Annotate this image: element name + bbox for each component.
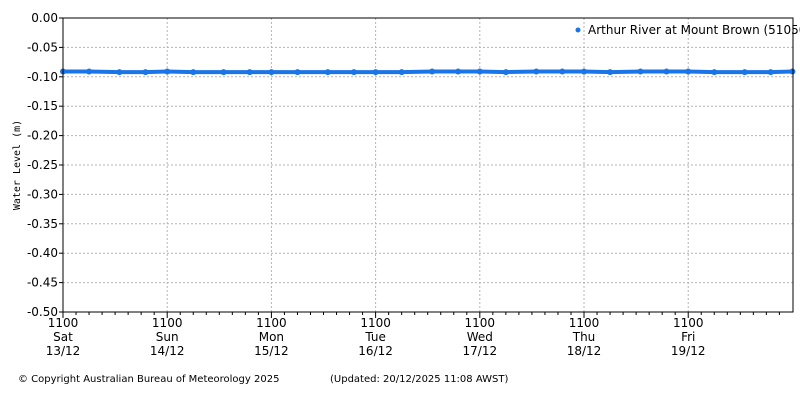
data-point [711,69,718,76]
x-tick-label: 1100 [673,316,704,330]
y-tick-label: -0.15 [27,99,58,113]
x-axis-ticks: 1100Sat13/121100Sun14/121100Mon15/121100… [46,312,706,358]
legend: Arthur River at Mount Brown (510501) [575,23,800,37]
x-tick-label: 19/12 [671,344,706,358]
y-tick-label: -0.25 [27,158,58,172]
y-tick-label: -0.45 [27,276,58,290]
series-line [63,69,793,75]
copyright-text: © Copyright Australian Bureau of Meteoro… [18,374,280,385]
updated-text: (Updated: 20/12/2025 11:08 AWST) [330,374,509,385]
data-point [220,69,227,76]
x-tick-label: 1100 [569,316,600,330]
data-point [607,69,614,76]
data-point [324,69,331,76]
data-series [60,68,796,76]
x-tick-label: Sun [156,330,179,344]
data-point [685,68,692,75]
data-point [502,69,509,76]
x-tick-label: Thu [572,330,596,344]
x-tick-label: 18/12 [567,344,602,358]
x-tick-label: Mon [259,330,284,344]
data-point [789,68,796,75]
x-tick-label: 1100 [256,316,287,330]
data-point [533,68,540,75]
data-point [429,68,436,75]
x-tick-label: Tue [364,330,386,344]
data-point [86,68,93,75]
y-axis-label: Water Level (m) [12,120,23,210]
x-tick-label: Fri [681,330,695,344]
data-point [476,68,483,75]
y-tick-label: -0.35 [27,217,58,231]
data-point [268,69,275,76]
y-tick-label: -0.20 [27,129,58,143]
y-tick-label: -0.05 [27,40,58,54]
data-point [767,69,774,76]
data-point [294,69,301,76]
x-tick-label: 15/12 [254,344,289,358]
x-tick-label: 1100 [465,316,496,330]
data-point [559,68,566,75]
data-point [246,69,253,76]
data-point [142,69,149,76]
data-point [637,68,644,75]
y-tick-label: -0.10 [27,70,58,84]
data-point [398,69,405,76]
x-tick-label: Wed [467,330,493,344]
x-tick-label: 1100 [152,316,183,330]
data-point [741,69,748,76]
x-tick-label: 16/12 [358,344,393,358]
x-tick-label: 1100 [360,316,391,330]
grid [63,18,793,312]
x-tick-label: Sat [53,330,73,344]
x-tick-label: 1100 [48,316,79,330]
y-tick-label: -0.40 [27,246,58,260]
data-point [190,69,197,76]
legend-marker [575,27,581,33]
data-point [372,69,379,76]
x-tick-label: 14/12 [150,344,185,358]
legend-label: Arthur River at Mount Brown (510501) [588,23,800,37]
y-axis-ticks: 0.00 -0.05 -0.10 -0.15 -0.20 -0.25 -0.30 -0.35 -… [27,11,63,319]
y-tick-label: -0.30 [27,187,58,201]
data-point [350,69,357,76]
y-tick-label: -0.50 [27,305,58,319]
data-point [581,68,587,75]
data-point [663,68,670,75]
data-point [164,68,171,75]
data-point [455,68,462,75]
x-tick-label: 17/12 [463,344,498,358]
x-tick-label: 13/12 [46,344,81,358]
data-point [116,69,123,76]
y-tick-label: 0.00 [31,11,58,25]
